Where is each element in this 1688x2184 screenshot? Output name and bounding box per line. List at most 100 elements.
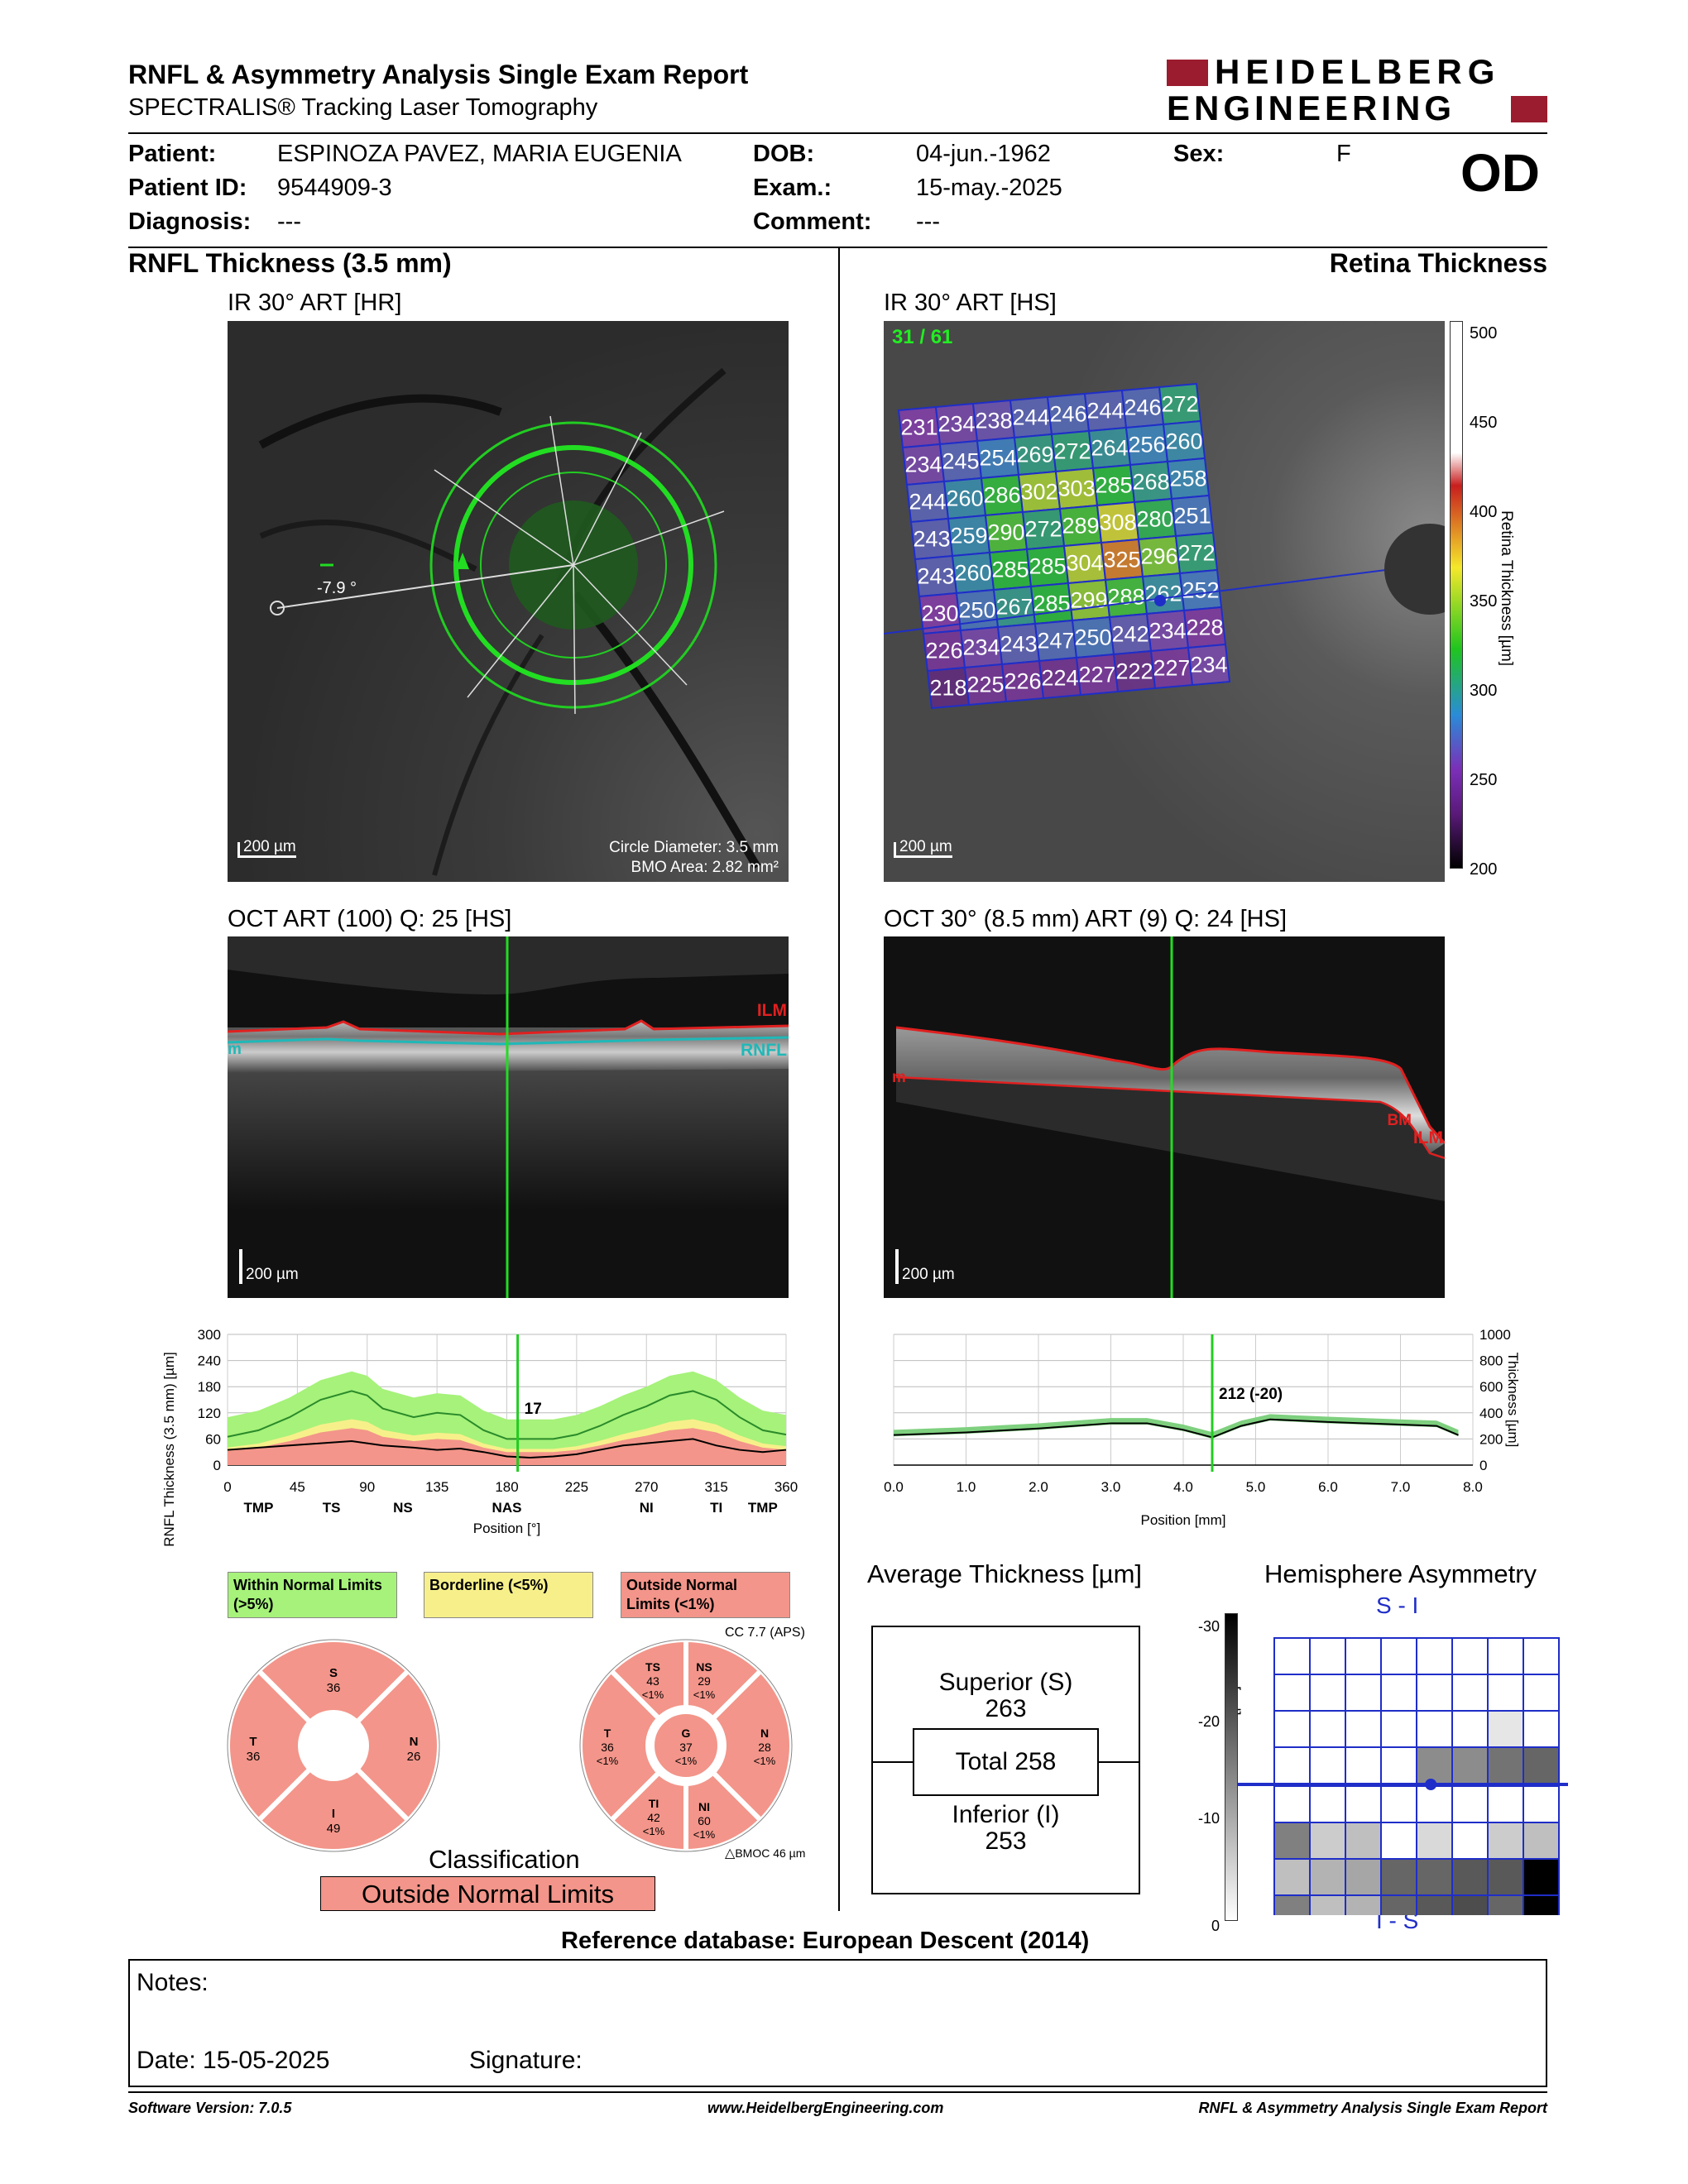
x-tick-label: 1.0 <box>957 1479 976 1495</box>
thickness-value: 285 <box>1029 554 1066 579</box>
asymmetry-cell <box>1523 1822 1560 1860</box>
sector-label: TI <box>649 1797 659 1810</box>
cursor-value: 17 <box>525 1401 542 1418</box>
y-tick-label: 200 <box>1479 1431 1503 1447</box>
retina-thickness-colorbar <box>1450 321 1463 869</box>
thickness-value: 234 <box>938 412 975 437</box>
asymmetry-tick: -10 <box>1197 1810 1220 1827</box>
thickness-value: 256 <box>1128 433 1165 457</box>
thickness-value: 268 <box>1132 470 1169 495</box>
thickness-value: 302 <box>1020 480 1057 505</box>
sector-label: NI <box>640 1500 654 1516</box>
thickness-value: 244 <box>909 490 946 515</box>
asymmetry-cell <box>1416 1710 1453 1748</box>
thickness-value: 285 <box>991 558 1029 582</box>
sector-percent: <1% <box>597 1755 619 1767</box>
asymmetry-cell <box>1523 1746 1560 1784</box>
sector-label: NAS <box>492 1500 522 1516</box>
asymmetry-cell <box>1523 1894 1560 1915</box>
oct-bscan-right: ILM BM m 200 µm <box>884 936 1445 1298</box>
y-tick-label: 300 <box>198 1327 221 1343</box>
asymmetry-cell <box>1487 1674 1524 1712</box>
asymmetry-cell <box>1345 1674 1382 1712</box>
asymmetry-cell <box>1380 1822 1417 1860</box>
asymmetry-cell <box>1451 1746 1489 1784</box>
asymmetry-cell <box>1451 1785 1489 1823</box>
asymmetry-cell <box>1487 1637 1524 1675</box>
rnfl-6-sector-chart: TS43<1%NS29<1%T36<1%G37<1%N28<1%TI42<1%N… <box>578 1636 794 1855</box>
thickness-value: 252 <box>1182 578 1219 603</box>
thickness-value: 290 <box>987 520 1024 545</box>
thickness-value: 304 <box>1066 551 1103 576</box>
asymmetry-cell <box>1380 1894 1417 1915</box>
dob-label: DOB: <box>753 141 815 167</box>
ir-fundus-image-right: 231 234 238 244 246 244 246 272 234 245 254 269 272 2… <box>884 321 1445 882</box>
sector-label: TMP <box>748 1500 778 1516</box>
asymmetry-cell <box>1487 1894 1524 1915</box>
sector-label: T <box>249 1735 257 1749</box>
asymmetry-cell <box>1273 1822 1311 1860</box>
sector-value: 36 <box>327 1681 341 1695</box>
sector-value: 28 <box>758 1741 771 1754</box>
retina-section-title: Retina Thickness <box>1329 248 1547 278</box>
y-tick-label: 240 <box>198 1353 221 1369</box>
avg-thickness-box: Superior (S) 263 Total 258 Inferior (I) … <box>871 1626 1140 1894</box>
y-tick-label: 1000 <box>1479 1327 1511 1343</box>
x-tick-label: 90 <box>359 1479 375 1495</box>
colorbar-tick: 500 <box>1470 324 1498 342</box>
thickness-value: 272 <box>1053 439 1091 464</box>
avg-total: Total 258 <box>913 1728 1099 1796</box>
oct-scale-bar-right: 200 µm <box>895 1249 955 1284</box>
avg-inferior-value: 253 <box>985 1827 1027 1855</box>
oct-right-label: OCT 30° (8.5 mm) ART (9) Q: 24 [HS] <box>884 906 1288 932</box>
ir-bmo-area: BMO Area: 2.82 mm² <box>631 859 779 876</box>
asymmetry-cell <box>1451 1858 1489 1896</box>
thickness-value: 222 <box>1115 659 1153 684</box>
thickness-value: 247 <box>1037 629 1074 654</box>
diagnosis-label: Diagnosis: <box>128 208 252 235</box>
colorbar-tick: 250 <box>1470 771 1498 789</box>
bmo-label: △BMOC 46 µm <box>725 1845 805 1861</box>
colorbar-tick: 300 <box>1470 682 1498 700</box>
optic-disc <box>1384 524 1445 615</box>
x-tick-label: 0.0 <box>884 1479 904 1495</box>
notes-label: Notes: <box>137 1969 209 1996</box>
report-title: RNFL & Asymmetry Analysis Single Exam Re… <box>128 60 749 89</box>
thickness-value: 243 <box>1000 632 1037 657</box>
diagnosis-value: --- <box>277 208 301 235</box>
sector-percent: <1% <box>642 1688 664 1701</box>
logo-line2: ENGINEERING <box>1167 89 1456 127</box>
y-axis-title: Thickness [µm] <box>1505 1353 1521 1448</box>
thickness-value: 272 <box>1161 392 1198 417</box>
sector-value: 60 <box>698 1814 711 1827</box>
asymmetry-cell <box>1416 1785 1453 1823</box>
thickness-value: 246 <box>1124 395 1161 420</box>
colorbar-tick: 350 <box>1470 592 1498 611</box>
x-tick-label: 8.0 <box>1463 1479 1483 1495</box>
asymmetry-cell <box>1273 1785 1311 1823</box>
thickness-value: 250 <box>1074 625 1111 650</box>
thickness-value: 231 <box>900 415 938 440</box>
asymmetry-cell <box>1273 1710 1311 1748</box>
asymmetry-cell <box>1451 1710 1489 1748</box>
x-tick-label: 315 <box>704 1479 727 1495</box>
date-label: Date: 15-05-2025 <box>137 2047 330 2074</box>
y-tick-label: 60 <box>205 1431 221 1447</box>
ir-fundus-image-left: -7.9 ° 200 µm Circle Diameter: 3.5 mm BM… <box>228 321 789 882</box>
oct-right-m-label: m <box>892 1069 906 1086</box>
y-tick-label: 400 <box>1479 1406 1503 1421</box>
thickness-value: 272 <box>1177 541 1215 566</box>
thickness-value: 303 <box>1057 477 1095 501</box>
oct-ilm-label: ILM <box>756 1001 787 1020</box>
thickness-value: 254 <box>979 446 1016 471</box>
asymmetry-cell <box>1487 1785 1524 1823</box>
thickness-value: 285 <box>1095 473 1132 498</box>
asymmetry-cell <box>1380 1637 1417 1675</box>
asymmetry-cell <box>1309 1822 1346 1860</box>
x-tick-label: 7.0 <box>1391 1479 1411 1495</box>
patient-id: 9544909-3 <box>277 175 392 201</box>
sector-percent: <1% <box>693 1828 716 1841</box>
asymmetry-cell <box>1416 1894 1453 1915</box>
thickness-value: 246 <box>1049 402 1086 427</box>
